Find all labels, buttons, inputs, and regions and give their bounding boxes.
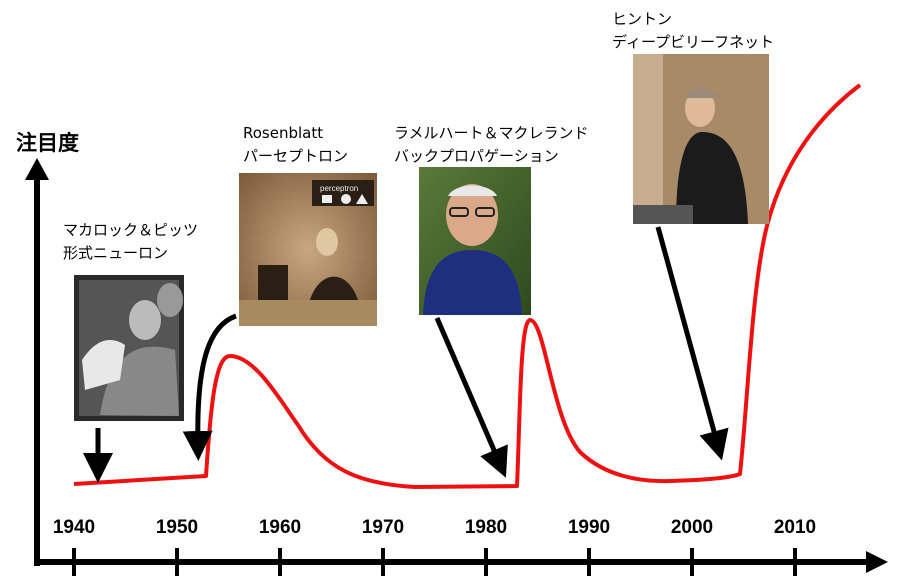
year-label: 1940 <box>53 517 95 538</box>
perceptron-sign: perceptron <box>320 184 358 193</box>
milestone-rosenblatt: Rosenblatt パーセプトロン perceptron <box>182 124 377 461</box>
year-label: 1950 <box>156 517 198 538</box>
year-label: 2010 <box>774 517 816 538</box>
year-labels: 1940 1950 1960 1970 1980 1990 2000 2010 <box>53 517 816 538</box>
milestone-mcculloch-pitts: マカロック＆ピッツ 形式ニューロン <box>63 221 198 483</box>
two-scientists-photo <box>74 275 184 421</box>
year-label: 1980 <box>465 517 507 538</box>
y-axis-label: 注目度 <box>16 131 79 155</box>
y-axis-arrowhead <box>25 158 49 180</box>
researcher-with-machine-photo: perceptron <box>239 173 377 326</box>
milestone-title: ヒントン <box>612 10 672 28</box>
year-label: 1970 <box>362 517 404 538</box>
smiling-man-glasses-photo <box>419 167 531 315</box>
x-axis-arrowhead <box>866 551 888 573</box>
x-axis-ticks <box>72 548 797 576</box>
pointer-arrow <box>182 313 237 461</box>
year-label: 2000 <box>671 517 713 538</box>
milestone-title: Rosenblatt <box>243 124 323 142</box>
year-label: 1960 <box>259 517 301 538</box>
milestone-title: マカロック＆ピッツ <box>63 221 198 239</box>
milestone-subtitle: ディープビリーフネット <box>612 33 774 51</box>
milestone-subtitle: バックプロパゲーション <box>394 147 559 165</box>
milestone-hinton: ヒントン ディープビリーフネット <box>612 10 774 461</box>
lecturer-photo <box>633 54 769 224</box>
milestone-subtitle: パーセプトロン <box>243 147 348 165</box>
milestone-title: ラメルハート＆マクレランド <box>394 124 589 142</box>
milestone-subtitle: 形式ニューロン <box>63 244 168 262</box>
year-label: 1990 <box>568 517 610 538</box>
attention-curve <box>73 83 862 489</box>
pointer-arrow <box>655 226 729 461</box>
milestone-rumelhart-mcclelland: ラメルハート＆マクレランド バックプロパゲーション <box>394 124 589 478</box>
pointer-arrow <box>434 317 508 478</box>
